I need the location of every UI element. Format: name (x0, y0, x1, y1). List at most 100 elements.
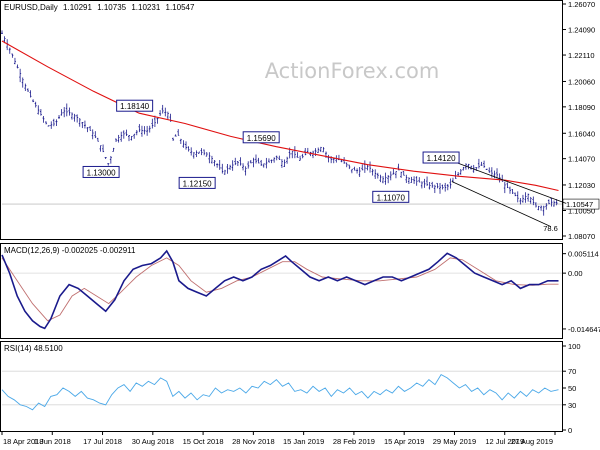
candle (247, 161, 250, 169)
candle (45, 121, 48, 125)
price-title: EURUSD,Daily 1.10291 1.10735 1.10231 1.1… (4, 3, 195, 12)
candle (459, 168, 462, 175)
candle (488, 167, 491, 173)
candle (503, 181, 506, 194)
candle (190, 147, 193, 156)
candle (185, 141, 188, 150)
candle (192, 152, 195, 159)
watermark: ActionForex.com (265, 59, 440, 83)
candle (394, 171, 397, 179)
price-tick-label: 1.22110 (568, 51, 595, 60)
candle (63, 107, 66, 118)
price-tick-label: 1.08070 (568, 232, 595, 241)
candle (115, 138, 118, 143)
candle (125, 129, 128, 136)
candle (350, 168, 353, 174)
price-level-box (422, 151, 460, 164)
candle (138, 124, 141, 133)
candle (91, 129, 94, 140)
candle (112, 147, 115, 152)
candle (260, 159, 263, 167)
candle (296, 152, 299, 158)
candle (249, 159, 252, 164)
candle (104, 157, 107, 159)
price-level-text: 1.12150 (183, 179, 212, 188)
price-tick-label: 1.10050 (568, 206, 595, 215)
candle (96, 137, 99, 142)
candle (449, 178, 452, 189)
candle (34, 101, 37, 108)
candle (402, 171, 405, 176)
candle (29, 90, 32, 98)
candle (218, 160, 221, 170)
candle (400, 171, 403, 178)
candle (519, 198, 522, 205)
price-level-text: 1.14120 (427, 154, 456, 163)
candle (252, 157, 255, 168)
candle (418, 177, 421, 183)
candle (532, 196, 535, 206)
candle (13, 57, 16, 65)
candle (483, 160, 486, 168)
candle (553, 200, 556, 207)
candle (273, 157, 276, 163)
candle (485, 168, 488, 170)
candle (55, 119, 58, 127)
candle (221, 163, 224, 174)
time-tick-label: 28 Feb 2019 (333, 437, 375, 446)
candle (516, 191, 519, 203)
price-level-label: 1.18140 (116, 99, 154, 112)
candle (332, 157, 335, 164)
candle (226, 163, 229, 174)
candle (366, 164, 369, 171)
price-tick-label: 1.20060 (568, 77, 595, 86)
candle (210, 155, 213, 164)
candle (405, 174, 408, 183)
candle (172, 137, 175, 141)
price-level-label: 1.12150 (178, 176, 216, 189)
rsi-tick-label: 70 (568, 367, 576, 376)
price-level-label: 1.13000 (82, 165, 120, 178)
rsi-title: RSI(14) 48.5100 (4, 344, 63, 353)
rsi-tick-label: 0 (568, 426, 572, 435)
candle (161, 104, 164, 114)
candle (213, 160, 216, 167)
candle (151, 118, 154, 129)
candle (83, 120, 86, 129)
candle (187, 146, 190, 152)
price-axis: 1.26070 1.24090 1.22110 1.20060 1.18090 1.160… (562, 0, 600, 241)
candle (107, 163, 110, 166)
time-tick-label: 27 Aug 2019 (511, 437, 553, 446)
candle (200, 148, 203, 156)
candle (374, 169, 377, 179)
candle (24, 83, 27, 91)
candle (527, 193, 530, 202)
price-tick-label: 1.24090 (568, 26, 595, 35)
candle (529, 196, 532, 204)
time-tick-label: 30 Aug 2018 (132, 437, 174, 446)
candle (117, 134, 120, 143)
candle (433, 184, 436, 194)
candle (39, 109, 42, 116)
candle (208, 152, 211, 164)
candle (275, 155, 278, 161)
rsi-line (1, 374, 559, 411)
price-series (1, 30, 567, 227)
candle (547, 199, 550, 205)
macd-line (1, 249, 559, 330)
price-tick-label: 1.12030 (568, 181, 595, 190)
price-level-text: 1.15690 (247, 134, 276, 143)
candle (379, 174, 382, 183)
time-tick-label: 17 Jul 2018 (83, 437, 122, 446)
candle (205, 152, 208, 157)
candle (356, 168, 359, 174)
candle (376, 172, 379, 179)
candle (32, 99, 35, 103)
price-level-label: 1.15690 (242, 131, 280, 144)
candle (102, 144, 105, 153)
candle (361, 164, 364, 171)
candle (70, 112, 73, 120)
candle (389, 171, 392, 181)
candle (52, 118, 55, 127)
